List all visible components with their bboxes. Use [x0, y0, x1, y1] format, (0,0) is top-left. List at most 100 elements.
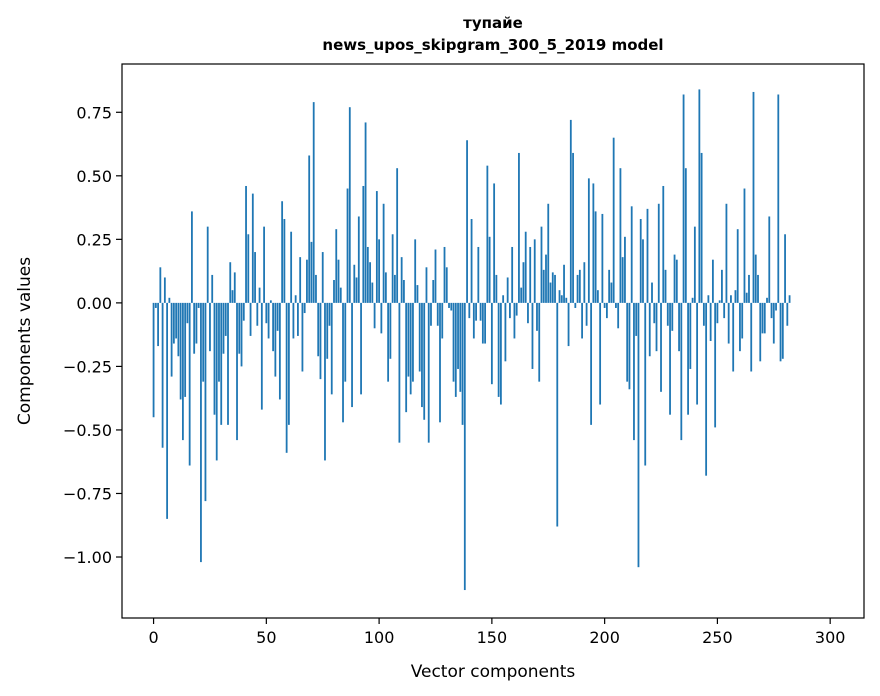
bar — [269, 300, 272, 303]
bar — [209, 302, 211, 352]
bar — [366, 246, 369, 303]
bar — [403, 280, 405, 303]
bar — [531, 302, 534, 369]
bar — [371, 282, 374, 303]
bar — [536, 302, 538, 331]
bar — [443, 246, 446, 303]
bar — [691, 297, 694, 303]
bar — [671, 302, 674, 331]
bar — [657, 203, 660, 303]
bar — [405, 302, 408, 413]
bar — [477, 246, 480, 303]
bar — [457, 302, 459, 369]
bar — [186, 302, 189, 324]
bar — [700, 152, 703, 303]
bar — [714, 302, 717, 428]
bar — [441, 302, 444, 339]
bar — [240, 302, 243, 367]
bar — [324, 302, 326, 461]
bar — [315, 274, 317, 303]
x-tick-label: 300 — [815, 628, 846, 647]
bar — [529, 246, 532, 303]
bar — [459, 302, 462, 392]
bar — [414, 239, 417, 303]
bar — [590, 302, 593, 425]
bar — [741, 302, 744, 339]
bar — [757, 274, 759, 303]
bar — [387, 302, 390, 382]
bar — [538, 302, 541, 382]
bar — [409, 302, 412, 395]
bar — [389, 302, 392, 359]
bar — [310, 241, 313, 303]
bar — [646, 208, 649, 303]
bar — [578, 269, 581, 303]
bar — [172, 302, 175, 344]
bar — [608, 269, 611, 303]
x-tick-label: 150 — [477, 628, 508, 647]
bar — [213, 302, 216, 415]
bar — [274, 302, 277, 377]
bar — [452, 302, 455, 382]
bar — [200, 302, 202, 563]
bar — [684, 168, 687, 303]
bar — [721, 269, 723, 303]
bar — [743, 188, 746, 303]
bar — [732, 302, 735, 372]
bar — [572, 152, 574, 303]
bar — [321, 252, 324, 303]
bar — [159, 267, 162, 303]
y-axis-ticks: 0.75 0.50 0.25 0.00 −0.25 −0.50 −0.75 −1.00 — [63, 103, 122, 567]
bar — [558, 290, 561, 303]
bar — [707, 295, 710, 303]
x-tick-label: 0 — [148, 628, 158, 647]
bar — [375, 191, 378, 303]
bar — [177, 302, 180, 357]
bar — [511, 246, 514, 303]
bar — [504, 302, 507, 362]
bar — [698, 89, 701, 303]
bar — [784, 234, 786, 303]
bar — [249, 302, 252, 336]
bar — [294, 295, 297, 303]
bars-group — [152, 89, 791, 591]
bar — [154, 302, 157, 308]
bar — [427, 302, 430, 443]
bar — [436, 302, 439, 326]
bar — [675, 259, 678, 303]
bar — [179, 302, 182, 400]
bar — [763, 302, 766, 334]
bar — [540, 226, 543, 303]
bar — [475, 302, 477, 321]
bar — [445, 267, 448, 303]
bar — [745, 292, 748, 303]
bar — [718, 300, 721, 303]
bar — [653, 302, 656, 324]
bar — [351, 302, 353, 408]
bar — [761, 302, 764, 334]
bar — [290, 231, 293, 303]
chart-title: тупайе — [463, 14, 523, 32]
bar — [642, 239, 644, 303]
bar — [739, 302, 741, 352]
bar — [191, 211, 193, 303]
bar — [333, 280, 335, 303]
bar — [509, 302, 511, 319]
bar — [610, 282, 613, 303]
bar — [380, 302, 383, 334]
bar — [308, 155, 311, 303]
bar — [260, 302, 263, 410]
bar — [161, 302, 164, 448]
bar — [303, 302, 306, 314]
bar — [181, 302, 184, 441]
bar — [346, 188, 349, 303]
y-tick-label: 0.75 — [76, 103, 112, 122]
bar — [666, 302, 669, 326]
bar — [357, 216, 360, 303]
bar — [569, 119, 572, 303]
bar — [326, 302, 329, 359]
bar — [619, 168, 622, 303]
bar — [527, 302, 529, 324]
bar — [601, 213, 604, 303]
bar — [423, 302, 426, 420]
